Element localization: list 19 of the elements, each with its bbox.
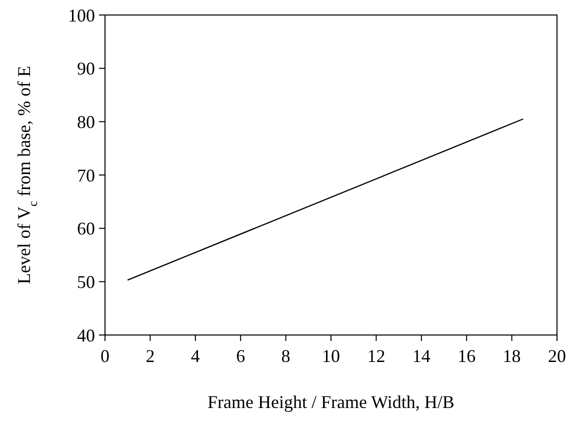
x-tick-label: 10 <box>322 346 340 366</box>
x-tick-label: 8 <box>281 346 290 366</box>
x-tick-label: 4 <box>190 346 200 366</box>
x-axis-title: Frame Height / Frame Width, H/B <box>208 392 454 412</box>
y-tick-label: 90 <box>77 58 95 79</box>
x-tick-label: 16 <box>458 346 476 366</box>
y-tick-label: 80 <box>77 112 95 132</box>
x-tick-label: 14 <box>412 346 430 366</box>
y-tick-label: 50 <box>77 272 95 292</box>
x-tick-label: 20 <box>548 346 566 366</box>
x-tick-label: 12 <box>367 346 386 366</box>
x-tick-label: 2 <box>146 346 155 366</box>
y-tick-label: 100 <box>68 5 95 26</box>
x-tick-label: 6 <box>236 346 246 366</box>
x-tick-label: 0 <box>100 346 110 366</box>
y-tick-label: 70 <box>77 165 95 186</box>
y-tick-label: 40 <box>77 325 95 346</box>
x-tick-label: 18 <box>502 346 521 366</box>
y-tick-label: 60 <box>77 218 95 239</box>
